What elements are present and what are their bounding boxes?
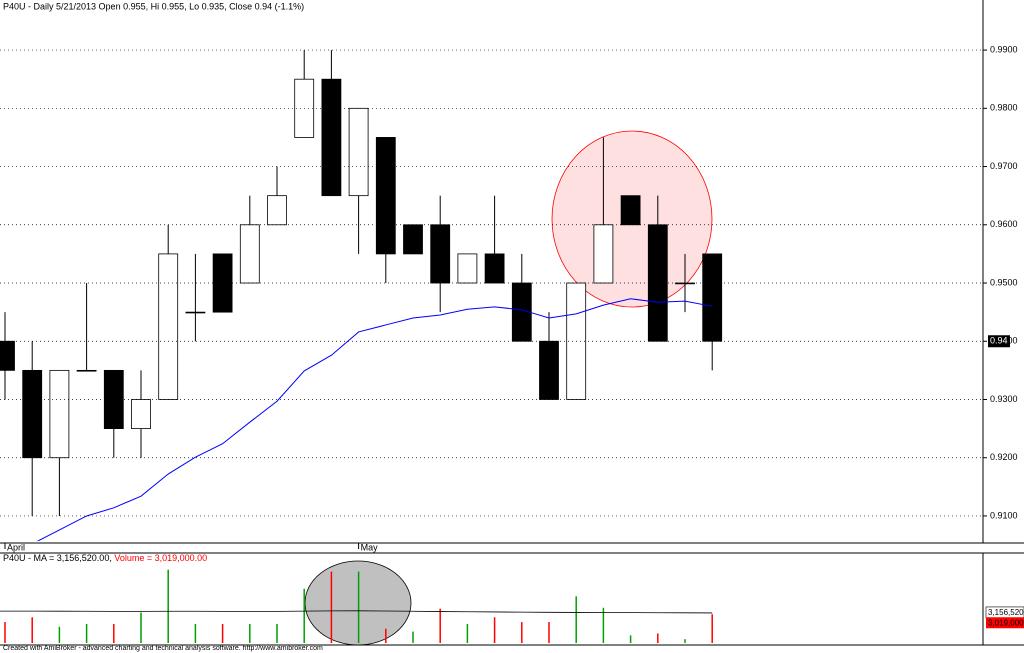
candle-body: [430, 224, 451, 284]
ma-last-label: 3,156,520: [988, 608, 1024, 617]
y-tick-label: 0.9200: [990, 452, 1018, 462]
candle-body: [76, 369, 97, 372]
y-tick-label: 0.9500: [990, 277, 1018, 287]
candle-body: [212, 253, 233, 313]
candle-body: [22, 369, 43, 459]
volume-title: P40U - MA = 3,156,520.00, Volume = 3,019…: [3, 553, 207, 563]
volume-last-label: 3,019,000: [988, 618, 1024, 627]
candle-body: [484, 253, 505, 284]
x-tick-label: April: [7, 542, 25, 552]
y-tick-label: 0.9300: [990, 394, 1018, 404]
candle-body: [375, 137, 396, 255]
candle-body: [620, 195, 641, 226]
candle-body: [267, 195, 287, 226]
price-plot: [0, 50, 723, 541]
candle-body: [0, 340, 15, 371]
price-title: P40U - Daily 5/21/2013 Open 0.955, Hi 0.…: [3, 1, 304, 11]
moving-average: [36, 298, 713, 541]
candle-body: [593, 224, 614, 284]
candle-body: [403, 224, 423, 255]
volume-last-box: [986, 617, 1024, 629]
candle-body: [539, 340, 559, 400]
candle-body: [348, 107, 369, 197]
candle-body: [321, 78, 342, 197]
y-tick-label: 0.9800: [990, 103, 1018, 113]
y-tick-label: 0.9900: [990, 44, 1018, 54]
candle-body: [185, 311, 206, 314]
candle-body: [702, 253, 723, 342]
candle-body: [158, 253, 179, 400]
candle-body: [131, 399, 151, 430]
last-price-label: 0.94: [990, 336, 1008, 346]
y-tick-label: 0.9700: [990, 161, 1018, 171]
y-tick-label: 0.9600: [990, 219, 1018, 229]
candle-body: [457, 253, 478, 284]
volume-title-ma: P40U - MA = 3,156,520.00,: [3, 553, 114, 563]
x-tick-label: May: [361, 542, 379, 552]
y-tick-label: 0.9100: [990, 510, 1018, 520]
candle-body: [239, 224, 260, 284]
volume-title-volume: Volume = 3,019,000.00: [114, 553, 207, 563]
footer: Created with AmiBroker - advanced charti…: [3, 645, 323, 652]
last-price-box: [988, 335, 1010, 348]
volume-ma: [0, 610, 713, 614]
candle-body: [49, 369, 70, 459]
